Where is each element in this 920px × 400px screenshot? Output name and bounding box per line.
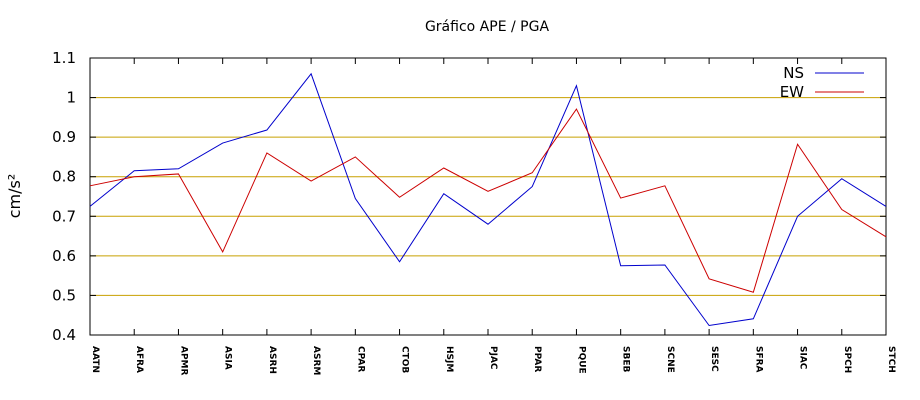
- data-point-ew: [265, 151, 268, 154]
- data-point-ns: [885, 205, 888, 208]
- data-point-ns: [575, 84, 578, 87]
- y-tick-label: 1.1: [52, 49, 76, 67]
- x-tick-label: AATN: [90, 346, 100, 373]
- data-point-ew: [354, 155, 357, 158]
- x-tick-label: PJAC: [488, 346, 498, 370]
- x-tick-label: SCNE: [665, 346, 675, 373]
- series-line-ew: [89, 108, 887, 293]
- data-point-ns: [619, 264, 622, 267]
- data-point-ew: [177, 172, 180, 175]
- data-point-ew: [796, 143, 799, 146]
- data-point-ns: [663, 263, 666, 266]
- y-tick-label: 1: [66, 89, 76, 107]
- data-point-ns: [265, 129, 268, 132]
- x-tick-label: SIAC: [798, 346, 808, 370]
- data-point-ew: [89, 184, 92, 187]
- x-tick-label: SFRA: [753, 346, 763, 373]
- data-point-ns: [796, 215, 799, 218]
- x-tick-label: CTOB: [400, 346, 410, 373]
- data-point-ew: [752, 291, 755, 294]
- series-line-ns: [89, 72, 887, 327]
- data-point-ew: [442, 167, 445, 170]
- x-tick-label: SBEB: [621, 346, 631, 372]
- x-tick-label: ASRH: [267, 346, 277, 374]
- x-tick-label: HSJM: [444, 346, 454, 372]
- data-point-ew: [840, 208, 843, 211]
- data-point-ew: [575, 108, 578, 111]
- x-tick-label: CPAR: [355, 346, 365, 372]
- data-point-ew: [708, 277, 711, 280]
- chart-title: Gráfico APE / PGA: [425, 19, 549, 35]
- data-point-ns: [354, 197, 357, 200]
- y-tick-label: 0.4: [52, 326, 76, 344]
- x-tick-label: PQUE: [576, 346, 586, 374]
- data-point-ns: [133, 169, 136, 172]
- series-lines: [89, 72, 888, 327]
- data-point-ns: [487, 223, 490, 226]
- data-point-ew: [885, 235, 888, 238]
- y-axis-ticks: 0.4 0.5 0.6 0.7 0.8 0.9 1 1.1: [52, 49, 886, 344]
- x-tick-label: ASRM: [311, 346, 321, 375]
- plot-border: [89, 57, 887, 336]
- data-point-ew: [398, 196, 401, 199]
- data-point-ns: [398, 260, 401, 263]
- data-point-ew: [221, 250, 224, 253]
- data-point-ns: [177, 167, 180, 170]
- plot-frame: [89, 57, 887, 336]
- data-point-ns: [221, 142, 224, 145]
- x-tick-label: ASIA: [223, 346, 233, 370]
- grid-lines: [90, 97, 886, 296]
- legend-label-ns: NS: [783, 64, 804, 82]
- data-point-ns: [531, 185, 534, 188]
- x-tick-label: APMR: [178, 346, 188, 376]
- data-point-ew: [310, 180, 313, 183]
- y-tick-label: 0.9: [52, 128, 76, 146]
- data-point-ew: [619, 197, 622, 200]
- y-tick-label: 0.8: [52, 168, 76, 186]
- data-point-ew: [531, 171, 534, 174]
- data-point-ew: [663, 184, 666, 187]
- x-tick-label: SPCH: [842, 346, 852, 373]
- y-axis-label: cm/s²: [5, 174, 24, 219]
- data-point-ns: [708, 324, 711, 327]
- data-point-ew: [487, 190, 490, 193]
- x-tick-label: PPAR: [532, 346, 542, 372]
- x-tick-label: STCH: [886, 346, 896, 373]
- x-tick-label: AFRA: [134, 346, 144, 373]
- y-tick-label: 0.6: [52, 247, 76, 265]
- data-point-ew: [133, 175, 136, 178]
- data-point-ns: [310, 72, 313, 75]
- legend-label-ew: EW: [780, 83, 804, 101]
- x-tick-label: SESC: [709, 346, 719, 372]
- data-point-ns: [752, 317, 755, 320]
- y-tick-label: 0.5: [52, 286, 76, 304]
- x-axis-ticks: AATN AFRA APMR ASIA ASRH ASRM CPAR CTOB HSJM PJAC…: [89, 58, 896, 376]
- data-point-ns: [840, 177, 843, 180]
- data-point-ns: [89, 205, 92, 208]
- y-tick-label: 0.7: [52, 207, 76, 225]
- data-point-ns: [442, 192, 445, 195]
